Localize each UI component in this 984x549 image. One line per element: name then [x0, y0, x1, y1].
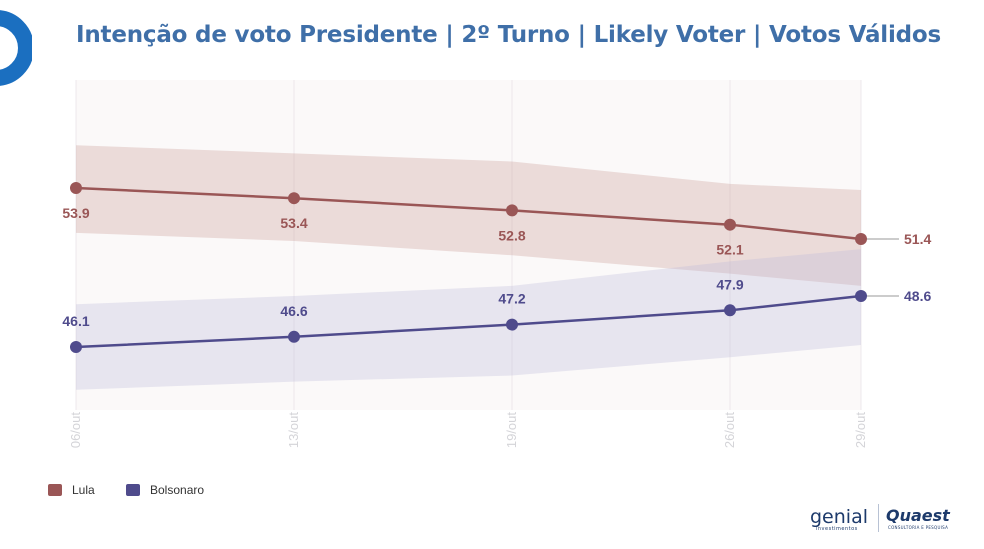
point-bolsonaro-06/out [70, 341, 82, 353]
x-tick-29/out: 29/out [853, 412, 868, 449]
point-bolsonaro-29/out [855, 290, 867, 303]
x-tick-26/out: 26/out [722, 412, 737, 449]
end-label-leaders [867, 238, 899, 297]
legend-label-bolsonaro: Bolsonaro [150, 483, 205, 497]
data-label-bolsonaro-26/out: 47.9 [716, 276, 743, 292]
legend-swatch-bolsonaro [126, 484, 140, 496]
quaest-logo: Quaest CONSULTORIA E PESQUISA [886, 506, 950, 530]
legend-swatch-lula [48, 484, 62, 496]
legend-item-lula[interactable]: Lula [48, 483, 95, 497]
point-bolsonaro-19/out [506, 318, 518, 331]
data-label-lula-29/out: 51.4 [904, 231, 931, 247]
band-bolsonaro [76, 249, 861, 390]
point-lula-26/out [724, 218, 736, 231]
data-label-bolsonaro-13/out: 46.6 [280, 303, 307, 319]
point-lula-19/out [506, 204, 518, 217]
x-tick-19/out: 19/out [504, 412, 519, 449]
x-tick-06/out: 06/out [68, 412, 83, 449]
legend-item-bolsonaro[interactable]: Bolsonaro [126, 483, 204, 497]
point-bolsonaro-26/out [724, 304, 736, 317]
genial-logo: genial investimentos [810, 506, 868, 532]
point-lula-29/out [855, 232, 867, 245]
data-labels: 53.9 53.4 52.8 52.1 51.4 46.1 46.6 47.2 47.9 48.6 [62, 205, 931, 329]
data-label-bolsonaro-29/out: 48.6 [904, 288, 931, 304]
point-bolsonaro-13/out [288, 330, 300, 343]
chart-title: Intenção de voto Presidente | 2º Turno |… [76, 22, 942, 48]
quaest-logo-mark-icon [0, 10, 32, 86]
brand-separator [878, 504, 879, 532]
data-label-lula-13/out: 53.4 [280, 215, 307, 231]
point-lula-13/out [288, 192, 300, 205]
grid-lines [75, 80, 862, 410]
band-lula [76, 145, 861, 286]
data-label-bolsonaro-19/out: 47.2 [498, 291, 525, 307]
legend-label-lula: Lula [72, 483, 95, 497]
point-lula-06/out [70, 182, 82, 194]
x-tick-13/out: 13/out [286, 412, 301, 449]
data-label-lula-19/out: 52.8 [498, 227, 525, 243]
data-label-lula-06/out: 53.9 [62, 205, 89, 221]
data-points [70, 182, 867, 353]
confidence-bands [76, 145, 861, 390]
data-label-bolsonaro-06/out: 46.1 [62, 313, 89, 329]
data-label-lula-26/out: 52.1 [716, 242, 743, 258]
x-axis-ticks: 06/out 13/out 19/out 26/out 29/out [68, 412, 868, 449]
